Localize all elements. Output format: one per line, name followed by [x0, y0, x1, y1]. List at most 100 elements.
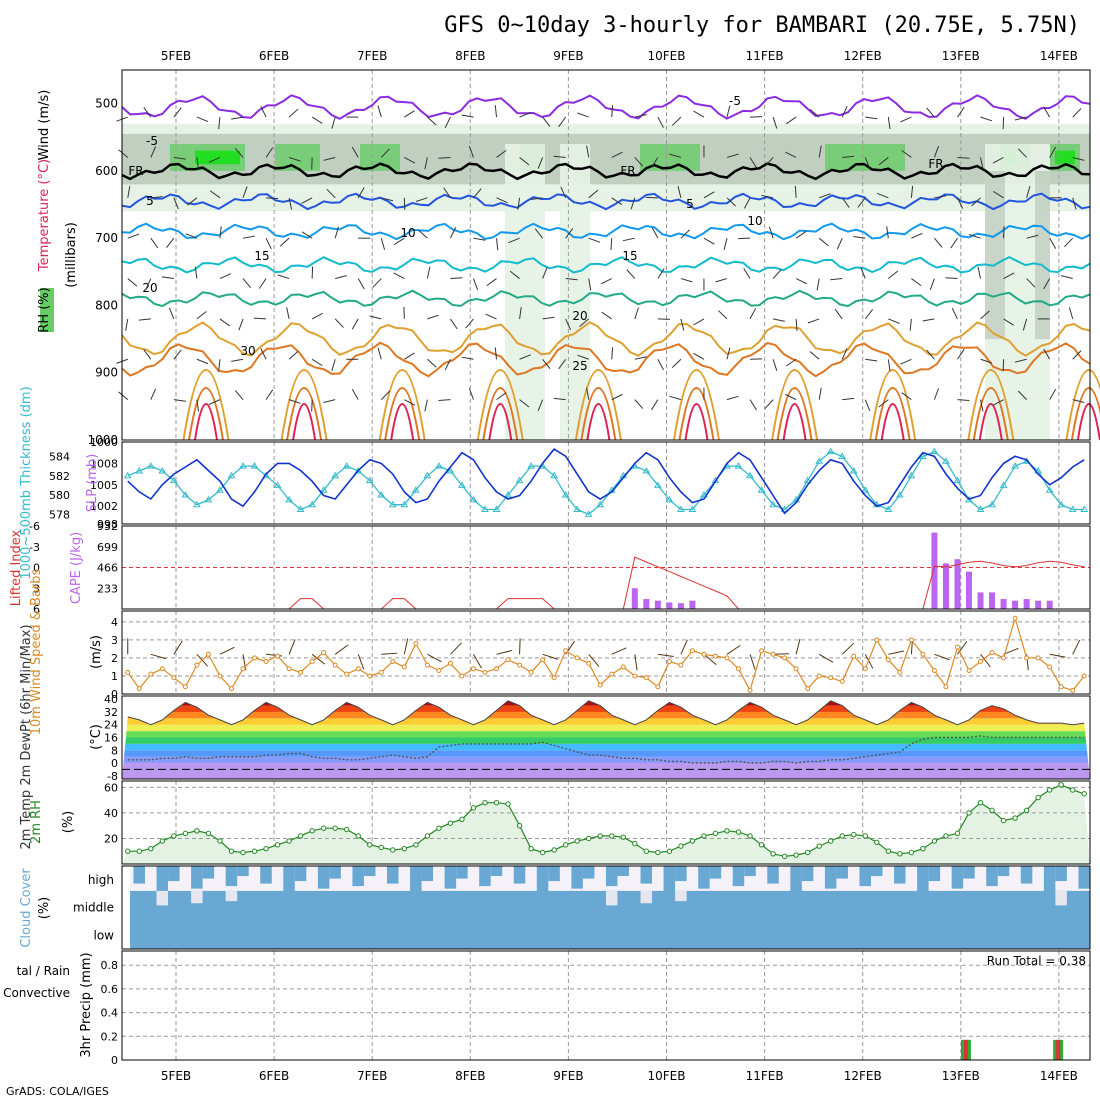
wind10m-marker: [470, 666, 476, 672]
upper-wind-barb: [234, 147, 244, 158]
upper-wind-barb: [715, 278, 728, 283]
rh2m-marker: [413, 842, 419, 848]
wind10m-barb: [773, 653, 790, 655]
wind10m-marker: [1012, 615, 1018, 621]
wind10m-barb: [311, 653, 326, 665]
y-tick-precip: 0.4: [101, 1007, 119, 1020]
cloud-high-bar: [698, 866, 710, 889]
y-tick-temp: 8: [111, 744, 118, 757]
thickness-marker: [135, 466, 144, 474]
rh2m-marker: [344, 826, 350, 833]
upper-wind-barb: [857, 197, 866, 208]
rh2m-marker: [758, 842, 765, 848]
upper-wind-barb: [818, 145, 822, 158]
y-tick-slp: 1005: [90, 479, 118, 492]
precip-conv-bar: [1056, 1039, 1061, 1060]
upper-wind-barb: [971, 197, 981, 207]
hot-contour-loop: [673, 369, 720, 441]
upper-wind-barb: [841, 105, 848, 118]
upper-wind-barb: [372, 278, 382, 288]
y-tick-pressure: 600: [95, 164, 118, 178]
wind10m-barb: [634, 654, 638, 671]
cloud-high-bar: [237, 866, 249, 877]
upper-wind-barb: [785, 393, 797, 401]
wind10m-marker: [609, 671, 615, 677]
hot-contour-loop: [378, 369, 426, 441]
upper-wind-barb: [1026, 234, 1039, 239]
wind10m-marker: [240, 666, 246, 672]
hot-contour-loop: [880, 403, 905, 441]
cloud-high-bar: [571, 866, 583, 889]
wind10m-barb: [588, 653, 600, 667]
upper-wind-barb: [945, 277, 958, 280]
upper-wind-barb: [444, 359, 451, 371]
cloud-high-bar: [513, 866, 526, 884]
contour-label: 10: [400, 226, 415, 240]
x-tick-bottom: 8FEB: [455, 1069, 485, 1083]
rh2m-marker: [1058, 782, 1064, 788]
upper-wind-barb: [496, 392, 507, 401]
upper-wind-barb: [150, 196, 163, 199]
upper-wind-barb: [626, 269, 636, 279]
thickness-marker: [435, 462, 443, 469]
thickness-marker: [481, 505, 489, 513]
temp-contour-FR: [121, 162, 1091, 181]
cape-bar: [677, 603, 684, 609]
upper-wind-barb: [369, 315, 382, 320]
wind10m-marker: [205, 651, 211, 657]
upper-wind-barb: [723, 238, 728, 250]
upper-wind-barb: [933, 146, 940, 158]
hot-contour-loop: [678, 387, 715, 441]
wind10m-marker: [943, 684, 949, 690]
upper-wind-barb: [127, 185, 131, 198]
thickness-marker: [895, 491, 904, 498]
wind10m-marker: [494, 666, 500, 672]
upper-wind-barb: [438, 399, 451, 401]
upper-wind-barb: [842, 397, 855, 401]
temp-contour-25: [121, 321, 1091, 357]
y-tick-thickness: 584: [49, 450, 70, 463]
upper-wind-barb: [950, 237, 958, 249]
cape-bar: [931, 532, 938, 609]
upper-wind-barb: [173, 399, 186, 402]
li-line: [127, 556, 1085, 610]
thickness-marker: [285, 495, 293, 503]
cape-bar: [977, 592, 984, 609]
upper-wind-barb: [657, 116, 664, 128]
upper-wind-barb: [427, 116, 437, 126]
wind10m-marker: [171, 675, 177, 681]
upper-wind-barb: [772, 269, 782, 279]
upper-wind-barb: [380, 148, 390, 158]
cloud-high-bar: [1055, 866, 1067, 882]
upper-wind-barb: [404, 399, 416, 406]
upper-wind-barb: [1014, 116, 1027, 121]
upper-wind-barb: [865, 116, 878, 120]
hot-contour-loop: [1076, 403, 1100, 441]
ylabel-thickness: 1000~500mb Thickness (dm): [19, 386, 34, 579]
upper-wind-barb: [565, 318, 572, 331]
upper-wind-barb: [901, 149, 912, 158]
cloud-high-bar: [617, 866, 629, 877]
thickness-marker: [849, 466, 858, 474]
upper-wind-barb: [377, 347, 382, 360]
thickness-marker: [1068, 505, 1077, 513]
y-tick-wind: 1: [111, 670, 118, 683]
upper-wind-barb: [841, 197, 850, 208]
upper-wind-barb: [461, 114, 474, 118]
wind10m-marker: [782, 655, 788, 661]
upper-wind-barb: [219, 273, 232, 280]
wind10m-marker: [1001, 655, 1007, 661]
upper-wind-barb: [671, 358, 682, 368]
upper-wind-barb: [265, 389, 274, 400]
wind10m-marker: [712, 653, 718, 659]
y-tick-temp: 16: [104, 732, 118, 745]
thickness-marker: [1045, 486, 1054, 493]
x-tick-top: 5FEB: [161, 49, 191, 63]
rh2m-marker: [447, 820, 454, 826]
wind10m-marker: [517, 662, 523, 668]
upper-wind-barb: [509, 270, 520, 279]
thickness-marker: [146, 462, 155, 469]
upper-wind-barb: [693, 110, 705, 118]
upper-wind-barb: [577, 112, 589, 118]
